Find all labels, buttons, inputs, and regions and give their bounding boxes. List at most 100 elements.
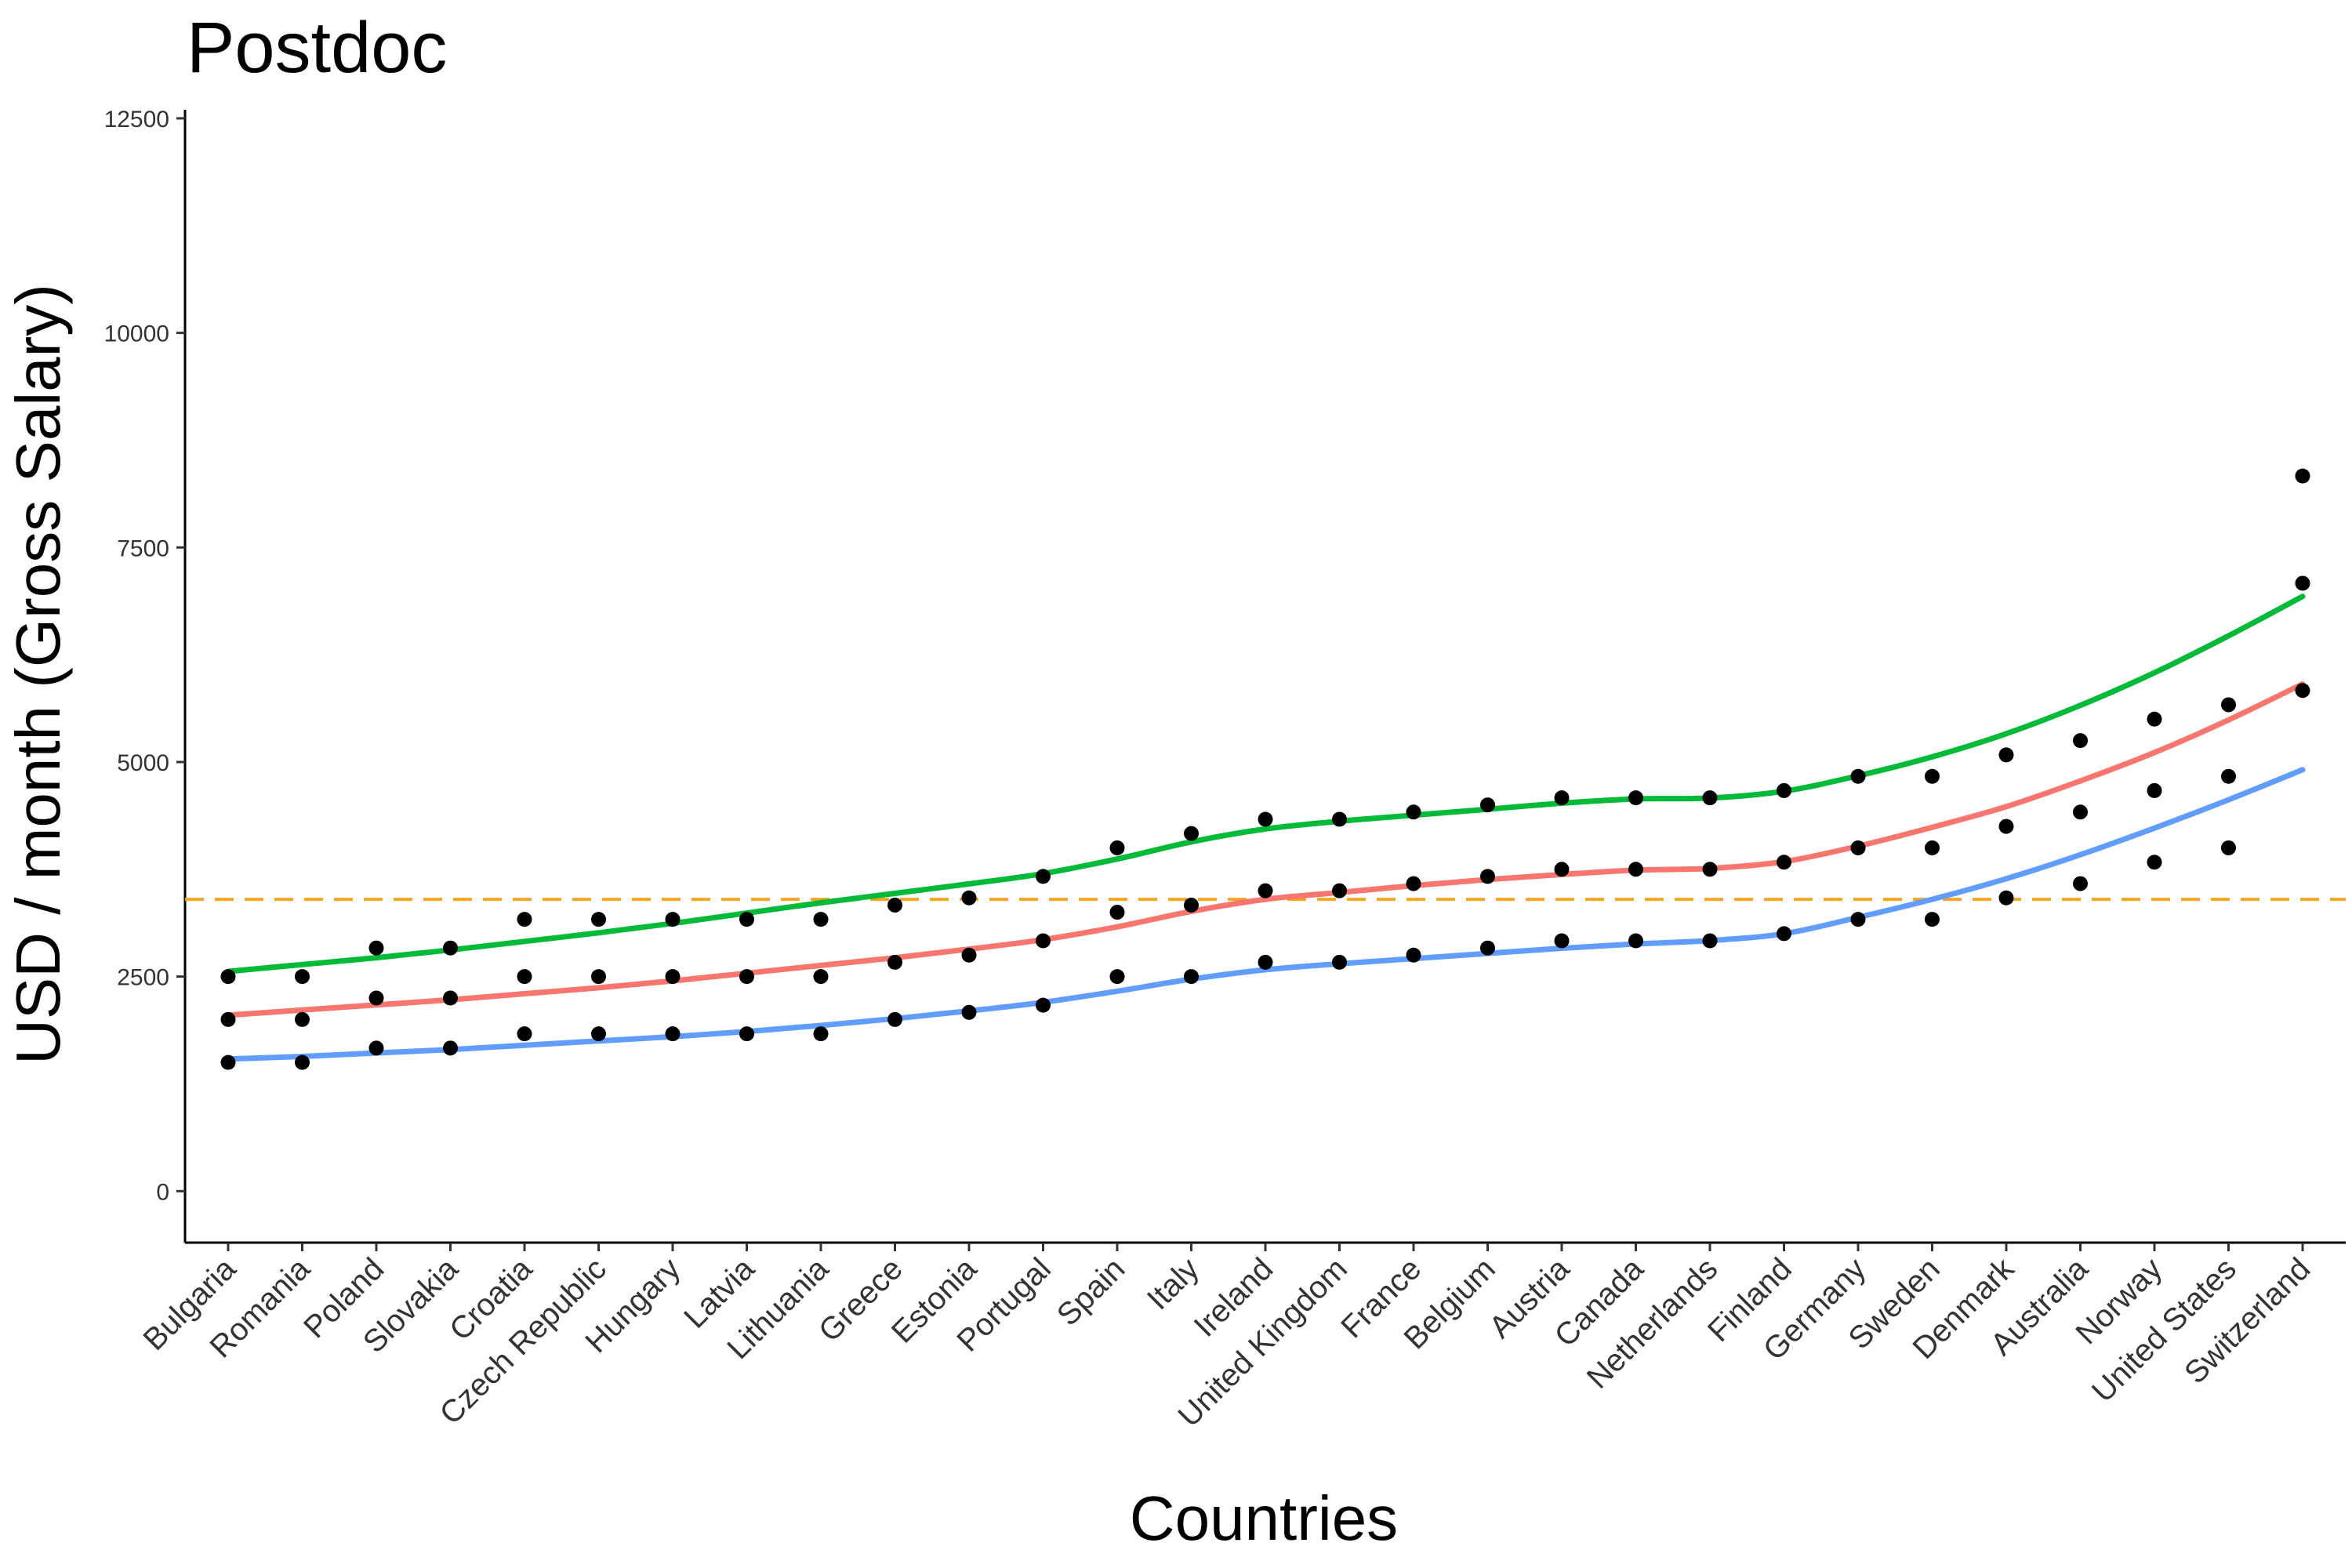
- y-tick-label: 0: [156, 1179, 169, 1205]
- y-axis-title: USD / month (Gross Salary): [3, 284, 73, 1065]
- data-point-high: [1332, 811, 1347, 827]
- data-point-low: [1109, 969, 1125, 985]
- data-point-high: [1184, 826, 1199, 841]
- trend-line-1: [225, 681, 2306, 1018]
- data-point-low: [961, 1004, 977, 1020]
- data-point-high: [1406, 804, 1421, 820]
- data-point-high: [295, 969, 310, 985]
- x-tick-label: Italy: [1141, 1251, 1206, 1316]
- data-point-mid: [2147, 782, 2162, 798]
- data-point-high: [1777, 782, 1791, 798]
- data-point-high: [1925, 768, 1940, 784]
- data-point-mid: [887, 954, 902, 970]
- data-point-high: [887, 897, 902, 913]
- data-point-high: [1628, 790, 1643, 806]
- data-point-high: [368, 940, 384, 956]
- data-point-mid: [1258, 883, 1273, 898]
- plot-area: 02500500075001000012500BulgariaRomaniaPo…: [104, 107, 2346, 1434]
- data-point-high: [2221, 697, 2236, 713]
- y-tick-label: 10000: [104, 321, 169, 347]
- data-point-mid: [1628, 862, 1643, 877]
- data-point-mid: [1406, 876, 1421, 891]
- data-point-low: [1184, 969, 1199, 985]
- data-point-mid: [813, 969, 829, 985]
- data-point-high: [2147, 711, 2162, 727]
- data-point-mid: [220, 1011, 236, 1027]
- data-point-mid: [1332, 883, 1347, 898]
- data-point-mid: [1850, 840, 1866, 855]
- data-point-low: [591, 1026, 606, 1042]
- data-point-mid: [2295, 575, 2310, 591]
- data-point-high: [1480, 797, 1495, 813]
- data-point-low: [1480, 940, 1495, 956]
- data-point-mid: [1777, 855, 1791, 870]
- data-point-mid: [1554, 862, 1570, 877]
- x-axis-title: Countries: [1130, 1483, 1398, 1553]
- data-point-low: [1777, 926, 1791, 942]
- data-point-mid: [591, 969, 606, 985]
- data-point-mid: [368, 990, 384, 1006]
- y-tick-label: 2500: [117, 965, 169, 991]
- data-point-mid: [1109, 905, 1125, 920]
- data-point-low: [813, 1026, 829, 1042]
- data-point-high: [2295, 468, 2310, 484]
- data-point-low: [1036, 997, 1051, 1013]
- data-point-low: [2221, 840, 2236, 855]
- y-tick-label: 7500: [117, 535, 169, 561]
- data-point-low: [2147, 855, 2162, 870]
- data-point-low: [295, 1054, 310, 1070]
- data-point-mid: [295, 1011, 310, 1027]
- chart-title: Postdoc: [187, 8, 447, 88]
- data-point-high: [1258, 811, 1273, 827]
- data-point-mid: [1184, 897, 1199, 913]
- data-point-mid: [665, 969, 681, 985]
- data-point-mid: [1925, 840, 1940, 855]
- data-point-low: [1925, 912, 1940, 927]
- data-point-low: [1998, 890, 2014, 906]
- data-point-low: [220, 1054, 236, 1070]
- data-point-mid: [1702, 862, 1718, 877]
- data-point-high: [220, 969, 236, 985]
- data-point-high: [1109, 840, 1125, 855]
- data-point-low: [739, 1026, 754, 1042]
- data-point-low: [2073, 876, 2088, 891]
- data-point-low: [2295, 683, 2310, 699]
- data-point-low: [1406, 947, 1421, 963]
- data-point-mid: [1998, 818, 2014, 834]
- data-point-high: [591, 912, 606, 927]
- data-point-mid: [1480, 869, 1495, 884]
- data-point-low: [887, 1011, 902, 1027]
- y-tick-label: 5000: [117, 750, 169, 776]
- data-point-low: [1332, 954, 1347, 970]
- data-point-mid: [961, 947, 977, 963]
- data-point-low: [1554, 933, 1570, 949]
- data-point-low: [368, 1040, 384, 1056]
- data-point-high: [1554, 790, 1570, 806]
- data-point-high: [517, 912, 532, 927]
- data-point-mid: [1036, 933, 1051, 949]
- data-point-high: [739, 912, 754, 927]
- data-point-mid: [2073, 804, 2088, 820]
- data-point-high: [961, 890, 977, 906]
- data-point-high: [665, 912, 681, 927]
- data-point-low: [1850, 912, 1866, 927]
- data-point-high: [1850, 768, 1866, 784]
- data-point-high: [1036, 869, 1051, 884]
- data-point-high: [443, 940, 458, 956]
- data-point-low: [443, 1040, 458, 1056]
- data-point-low: [517, 1026, 532, 1042]
- data-point-low: [1702, 933, 1718, 949]
- data-point-mid: [443, 990, 458, 1006]
- data-point-mid: [517, 969, 532, 985]
- data-point-low: [665, 1026, 681, 1042]
- data-point-high: [2073, 733, 2088, 749]
- y-tick-label: 12500: [104, 107, 169, 132]
- data-point-low: [1628, 933, 1643, 949]
- data-point-high: [813, 912, 829, 927]
- data-point-high: [1998, 747, 2014, 763]
- data-point-mid: [2221, 768, 2236, 784]
- data-point-low: [1258, 954, 1273, 970]
- trend-line-2: [225, 767, 2306, 1062]
- x-tick-label: Spain: [1051, 1251, 1131, 1332]
